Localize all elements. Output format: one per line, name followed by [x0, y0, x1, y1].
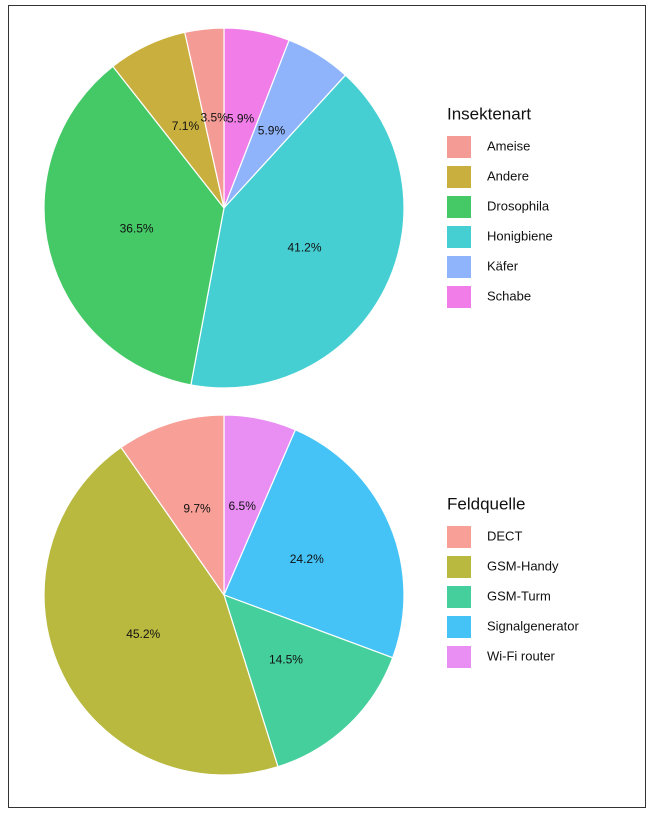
legend-key — [447, 556, 471, 578]
legend-title: Insektenart — [447, 104, 531, 123]
legend-key — [447, 616, 471, 638]
legend-key — [447, 646, 471, 668]
legend-label: Wi-Fi router — [487, 648, 556, 663]
legend-label: Honigbiene — [487, 228, 553, 243]
legend-label: Schabe — [487, 288, 531, 303]
slice-label: 45.2% — [126, 627, 160, 641]
legend-key — [447, 286, 471, 308]
slice-label: 24.2% — [290, 552, 324, 566]
slice-label: 6.5% — [229, 499, 257, 513]
slice-label: 9.7% — [183, 501, 211, 515]
legend-key — [447, 226, 471, 248]
legend-label: Signalgenerator — [487, 618, 579, 633]
pie-slice — [43, 65, 225, 386]
pie-slice — [223, 594, 394, 768]
slice-label: 7.1% — [172, 119, 200, 133]
legend-key — [447, 136, 471, 158]
slice-label: 5.9% — [227, 112, 255, 126]
legend-label: GSM-Handy — [487, 558, 559, 573]
legend-label: Ameise — [487, 138, 530, 153]
pie-slice — [190, 74, 405, 389]
pie-slice — [184, 27, 225, 209]
slice-label: 3.5% — [200, 111, 228, 125]
slice-label: 14.5% — [269, 652, 303, 666]
pie-slice — [43, 446, 279, 776]
legend-label: DECT — [487, 528, 522, 543]
legend-key — [447, 256, 471, 278]
legend-key — [447, 526, 471, 548]
legend-key — [447, 586, 471, 608]
legend-title: Feldquelle — [447, 494, 525, 513]
slice-label: 36.5% — [120, 222, 154, 236]
legend-label: Andere — [487, 168, 529, 183]
slice-label: 41.2% — [288, 240, 322, 254]
legend-key — [447, 166, 471, 188]
legend-label: GSM-Turm — [487, 588, 551, 603]
slice-label: 5.9% — [258, 124, 286, 138]
legend-key — [447, 196, 471, 218]
pie-slice — [223, 428, 405, 659]
pie-slice — [120, 414, 225, 597]
legend-label: Käfer — [487, 258, 519, 273]
legend-label: Drosophila — [487, 198, 550, 213]
